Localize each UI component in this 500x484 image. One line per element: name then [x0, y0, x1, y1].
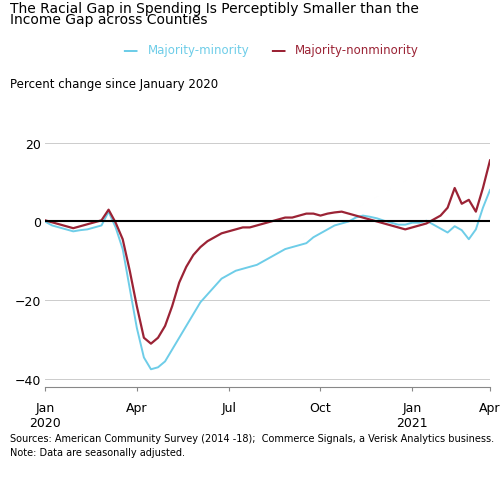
- Text: 2020: 2020: [29, 416, 61, 429]
- Text: Majority-minority: Majority-minority: [148, 45, 249, 57]
- Text: Apr: Apr: [126, 401, 148, 414]
- Text: Sources: American Community Survey (2014 -18);  Commerce Signals, a Verisk Analy: Sources: American Community Survey (2014…: [10, 433, 494, 443]
- Text: 2021: 2021: [396, 416, 428, 429]
- Text: —: —: [270, 44, 285, 58]
- Text: Percent change since January 2020: Percent change since January 2020: [10, 77, 218, 91]
- Text: The Racial Gap in Spending Is Perceptibly Smaller than the: The Racial Gap in Spending Is Perceptibl…: [10, 2, 419, 16]
- Text: Majority-nonminority: Majority-nonminority: [295, 45, 419, 57]
- Text: Jan: Jan: [36, 401, 54, 414]
- Text: Oct: Oct: [310, 401, 332, 414]
- Text: Apr: Apr: [479, 401, 500, 414]
- Text: Jan: Jan: [402, 401, 422, 414]
- Text: Jul: Jul: [221, 401, 236, 414]
- Text: —: —: [122, 44, 138, 58]
- Text: Note: Data are seasonally adjusted.: Note: Data are seasonally adjusted.: [10, 447, 185, 457]
- Text: Income Gap across Counties: Income Gap across Counties: [10, 13, 207, 27]
